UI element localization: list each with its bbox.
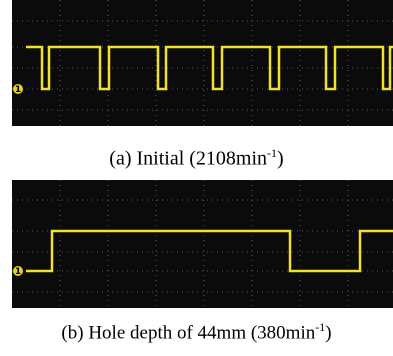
caption-suffix: )	[325, 322, 331, 343]
channel-label: 1	[15, 267, 21, 277]
caption-superscript: -1	[315, 320, 325, 334]
scope-screen-a: 1	[12, 0, 393, 126]
caption-text: (b) Hole depth of 44mm (380min	[61, 322, 315, 343]
channel-label: 1	[15, 85, 21, 95]
caption: (a) Initial (2108min-1)	[0, 146, 393, 171]
caption-superscript: -1	[267, 146, 277, 160]
caption-text: (a) Initial (2108min	[109, 148, 267, 170]
scope-screen-b: 1	[12, 180, 393, 308]
figure-page: 1 (a) Initial (2108min-1) 1 (b) Hole dep…	[0, 0, 393, 356]
caption-suffix: )	[277, 148, 284, 170]
caption: (b) Hole depth of 44mm (380min-1)	[0, 320, 393, 344]
